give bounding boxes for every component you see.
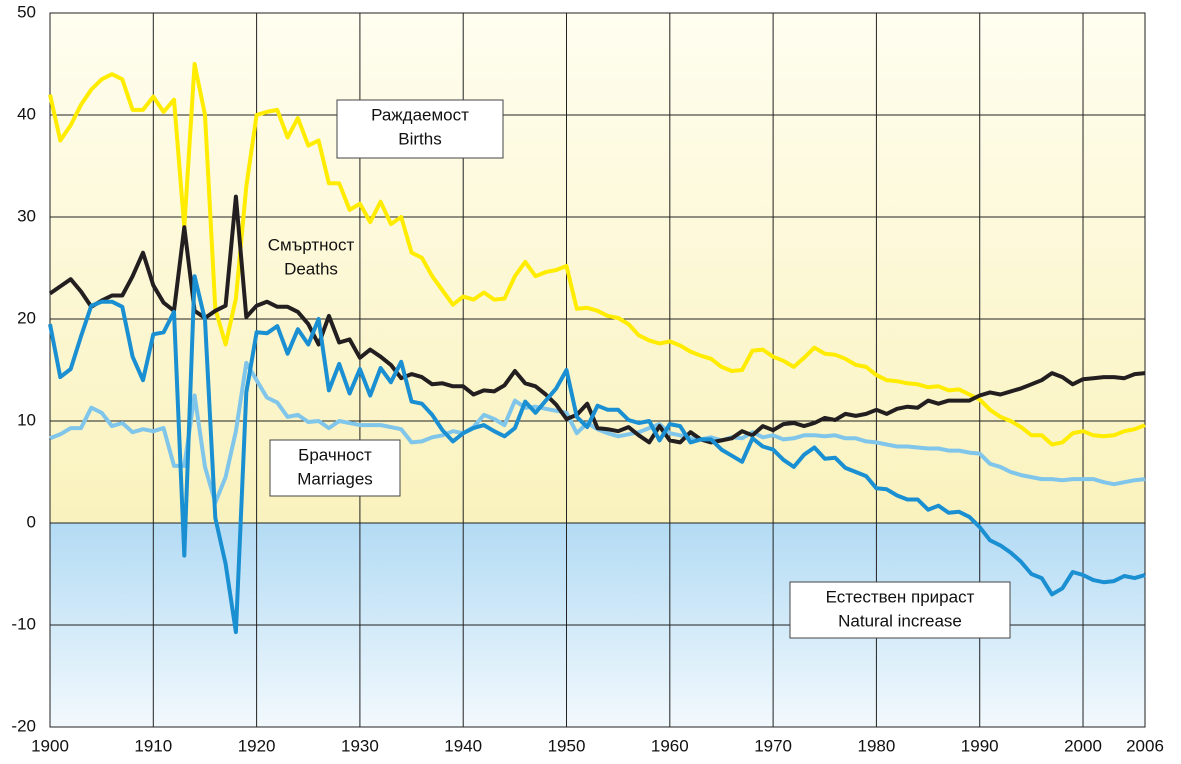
y-tick-label: 50 [17, 2, 36, 21]
y-tick-label: 10 [17, 410, 36, 429]
y-tick-label: 0 [27, 512, 36, 531]
label-text: Брачност [298, 445, 372, 464]
label-text: Marriages [297, 469, 373, 488]
series-label: Смъртност Deaths [268, 235, 355, 278]
x-tick-label: 1940 [444, 736, 482, 755]
x-tick-label: 1930 [341, 736, 379, 755]
x-tick-label: 1900 [31, 736, 69, 755]
x-tick-label: 1960 [651, 736, 689, 755]
x-tick-label: 2006 [1126, 736, 1164, 755]
x-tick-label: 1970 [754, 736, 792, 755]
x-tick-label: 1980 [858, 736, 896, 755]
series-line [48, 274, 1146, 635]
y-tick-label: -10 [11, 614, 36, 633]
series-label: Раждаемост Births [336, 99, 504, 159]
y-tick-label: 20 [17, 308, 36, 327]
series-label: Естествен прираст Natural increase [789, 581, 1011, 639]
label-text: Deaths [284, 259, 338, 278]
x-tick-label: 1910 [134, 736, 172, 755]
label-box [336, 99, 504, 159]
plot-frame [49, 12, 1146, 728]
x-tick-label: 2000 [1064, 736, 1102, 755]
label-text: Births [398, 129, 441, 148]
label-box [789, 581, 1011, 639]
x-tick-label: 1920 [238, 736, 276, 755]
y-tick-label: 40 [17, 104, 36, 123]
x-tick-label: 1950 [548, 736, 586, 755]
series-line [48, 62, 1146, 447]
x-tick-label: 1990 [961, 736, 999, 755]
label-text: Смъртност [268, 235, 355, 254]
label-text: Natural increase [838, 611, 962, 630]
label-text: Естествен прираст [826, 587, 975, 606]
label-text: Раждаемост [371, 105, 469, 124]
series-line [48, 194, 1146, 445]
series-label: Брачност Marriages [269, 439, 401, 497]
y-tick-label: -20 [11, 716, 36, 735]
label-box [269, 439, 401, 497]
y-tick-label: 30 [17, 206, 36, 225]
